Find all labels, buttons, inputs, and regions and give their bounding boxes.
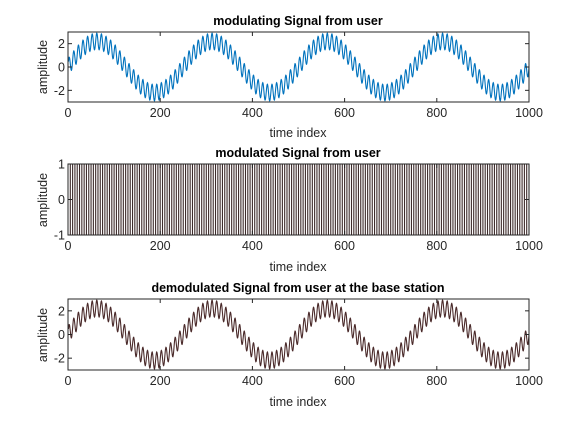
y-tick-label: 0 [58,193,65,207]
subplot-1-ylabel: amplitude [36,40,50,94]
subplot-3-x-ticks: 0 200 400 600 800 1000 [65,299,543,388]
x-tick-label: 0 [65,374,72,388]
x-tick-label: 400 [242,106,263,120]
series-line-3-1 [67,299,530,370]
y-tick-label: 1 [58,158,65,172]
series-line-1-1 [67,32,530,102]
subplot-3-xlabel: time index [270,395,328,409]
x-tick-label: 1000 [515,374,543,388]
subplot-2-ylabel: amplitude [36,173,50,227]
x-tick-label: 200 [150,239,171,253]
subplot-1-title: modulating Signal from user [213,14,383,28]
x-tick-label: 1000 [515,106,543,120]
y-tick-label: 2 [58,304,65,318]
x-tick-label: 0 [65,106,72,120]
subplot-3-series-line [67,299,530,370]
x-tick-label: 600 [334,106,355,120]
y-tick-label: -2 [54,352,65,366]
subplot-3-title: demodulated Signal from user at the base… [151,281,444,295]
x-tick-label: 800 [426,239,447,253]
subplot-1-xlabel: time index [270,126,328,140]
subplot-2-series-line [68,163,530,236]
subplot-1-series-line [67,32,530,102]
subplot-2-xlabel: time index [270,260,328,274]
y-tick-label: -2 [54,84,65,98]
x-tick-label: 1000 [515,239,543,253]
x-tick-label: 800 [426,106,447,120]
series-line-2-1 [68,163,530,236]
x-tick-label: 400 [242,239,263,253]
subplot-2-y-ticks: -1 0 1 [54,158,529,243]
y-tick-label: 0 [58,61,65,75]
subplot-1-y-ticks: -2 0 2 [54,37,529,98]
x-tick-label: 200 [150,106,171,120]
subplot-modulating: modulating Signal from user 0 200 400 600 80… [36,14,543,140]
subplot-2-title: modulated Signal from user [215,146,380,160]
x-tick-label: 400 [242,374,263,388]
subplot-3-y-ticks: -2 0 2 [54,304,529,366]
y-tick-label: 0 [58,328,65,342]
x-tick-label: 600 [334,239,355,253]
subplot-1-x-ticks: 0 200 400 600 800 1000 [65,32,543,120]
x-tick-label: 800 [426,374,447,388]
y-tick-label: -1 [54,229,65,243]
subplot-modulated: modulated Signal from user 0 200 400 600 800… [36,146,543,274]
x-tick-label: 0 [65,239,72,253]
subplot-2-x-ticks: 0 200 400 600 800 1000 [65,164,543,253]
x-tick-label: 200 [150,374,171,388]
subplot-3-ylabel: amplitude [36,308,50,362]
y-tick-label: 2 [58,37,65,51]
x-tick-label: 600 [334,374,355,388]
subplot-demodulated: demodulated Signal from user at the base… [36,281,543,409]
